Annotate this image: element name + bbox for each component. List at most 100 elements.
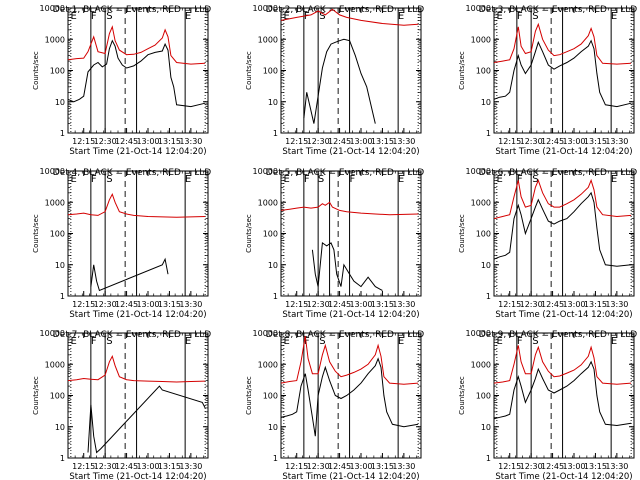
y-tick-label: 10000: [466, 4, 491, 13]
x-tick-label: 12:15: [285, 137, 308, 146]
y-tick-label: 10000: [466, 167, 491, 176]
interval-label: E: [71, 174, 77, 185]
x-tick-label: 12:45: [541, 300, 564, 309]
y-tick-label: 1000: [258, 35, 278, 44]
interval-label: E: [611, 336, 617, 347]
x-tick-label: 13:30: [392, 300, 415, 309]
x-tick-label: 12:45: [541, 137, 564, 146]
detector-panel-5: Det 5, BLACK = Events, RED = LLD11010010…: [245, 167, 424, 320]
y-tick-label: 1: [273, 129, 278, 138]
interval-label: S: [106, 336, 112, 347]
x-tick-label: 12:45: [328, 462, 351, 471]
interval-label: E: [185, 174, 191, 185]
x-tick-label: 12:30: [94, 300, 117, 309]
x-tick-label: 12:15: [498, 462, 521, 471]
x-tick-label: 13:30: [605, 300, 628, 309]
interval-label: E: [398, 174, 404, 185]
x-tick-label: 13:15: [158, 462, 181, 471]
series-lld: [281, 335, 419, 385]
y-tick-label: 100: [476, 230, 491, 239]
y-tick-label: 10: [481, 261, 491, 270]
x-tick-label: 12:30: [520, 137, 543, 146]
y-tick-label: 1000: [45, 360, 65, 369]
y-tick-label: 10: [55, 423, 65, 432]
interval-label: F: [304, 174, 310, 185]
y-tick-label: 10000: [253, 329, 278, 338]
x-axis-title: Start Time (21-Oct-14 12:04:20): [69, 310, 206, 320]
y-axis-title: Counts/sec: [245, 376, 253, 415]
interval-label: F: [350, 174, 356, 185]
y-tick-label: 1: [486, 454, 491, 463]
x-axis-title: Start Time (21-Oct-14 12:04:20): [495, 310, 632, 320]
x-tick-label: 12:45: [328, 300, 351, 309]
x-tick-label: 12:45: [328, 137, 351, 146]
y-tick-label: 10: [268, 98, 278, 107]
y-tick-label: 1: [60, 454, 65, 463]
y-tick-label: 1: [60, 292, 65, 301]
interval-label: F: [304, 11, 310, 22]
series-lld: [68, 354, 206, 383]
x-tick-label: 13:30: [605, 462, 628, 471]
interval-label: S: [319, 11, 325, 22]
x-tick-label: 12:30: [94, 137, 117, 146]
x-axis-title: Start Time (21-Oct-14 12:04:20): [282, 310, 419, 320]
detector-panel-2: Det 2, BLACK = Events, RED = LLD11010010…: [245, 4, 424, 157]
x-tick-label: 13:00: [349, 300, 372, 309]
x-tick-label: 13:00: [349, 462, 372, 471]
interval-label: S: [532, 174, 538, 185]
x-tick-label: 13:15: [158, 300, 181, 309]
y-tick-label: 100: [476, 67, 491, 76]
series-lld: [494, 22, 632, 65]
series-events: [494, 39, 632, 108]
x-tick-label: 12:45: [115, 300, 138, 309]
x-tick-label: 12:15: [285, 462, 308, 471]
interval-label: E: [611, 174, 617, 185]
x-tick-label: 13:30: [392, 137, 415, 146]
y-tick-label: 1: [486, 129, 491, 138]
y-tick-label: 1000: [258, 360, 278, 369]
interval-label: S: [319, 336, 325, 347]
y-tick-label: 10000: [253, 4, 278, 13]
y-axis-title: Counts/sec: [458, 214, 466, 253]
x-tick-label: 13:15: [371, 300, 394, 309]
interval-label: E: [611, 11, 617, 22]
x-tick-label: 12:15: [498, 300, 521, 309]
x-tick-label: 13:30: [179, 137, 202, 146]
interval-label: F: [304, 336, 310, 347]
y-tick-label: 1000: [471, 198, 491, 207]
y-tick-label: 10: [55, 261, 65, 270]
x-tick-label: 12:30: [307, 300, 330, 309]
y-axis-title: Counts/sec: [32, 376, 40, 415]
series-lld: [281, 201, 419, 216]
y-tick-label: 100: [476, 392, 491, 401]
series-events: [87, 385, 206, 454]
x-tick-label: 13:00: [349, 137, 372, 146]
y-tick-label: 1000: [45, 198, 65, 207]
y-axis-title: Counts/sec: [458, 376, 466, 415]
interval-label: E: [185, 11, 191, 22]
y-tick-label: 100: [50, 67, 65, 76]
series-lld: [494, 178, 632, 220]
x-tick-label: 12:15: [285, 300, 308, 309]
x-tick-label: 12:30: [307, 137, 330, 146]
y-tick-label: 1000: [45, 35, 65, 44]
series-events: [494, 191, 632, 267]
interval-label: E: [284, 11, 290, 22]
y-tick-label: 1000: [258, 198, 278, 207]
x-axis-title: Start Time (21-Oct-14 12:04:20): [282, 472, 419, 480]
series-lld: [494, 345, 632, 385]
x-tick-label: 13:00: [136, 462, 159, 471]
x-tick-label: 12:45: [115, 462, 138, 471]
x-tick-label: 12:15: [72, 300, 95, 309]
x-axis-title: Start Time (21-Oct-14 12:04:20): [495, 147, 632, 157]
interval-label: F: [91, 11, 97, 22]
y-tick-label: 10000: [40, 329, 65, 338]
y-tick-label: 10000: [253, 167, 278, 176]
x-tick-label: 13:15: [371, 137, 394, 146]
y-tick-label: 100: [263, 67, 278, 76]
detector-panel-4: Det 4, BLACK = Events, RED = LLD11010010…: [32, 167, 211, 320]
x-tick-label: 13:00: [562, 462, 585, 471]
x-tick-label: 12:45: [115, 137, 138, 146]
